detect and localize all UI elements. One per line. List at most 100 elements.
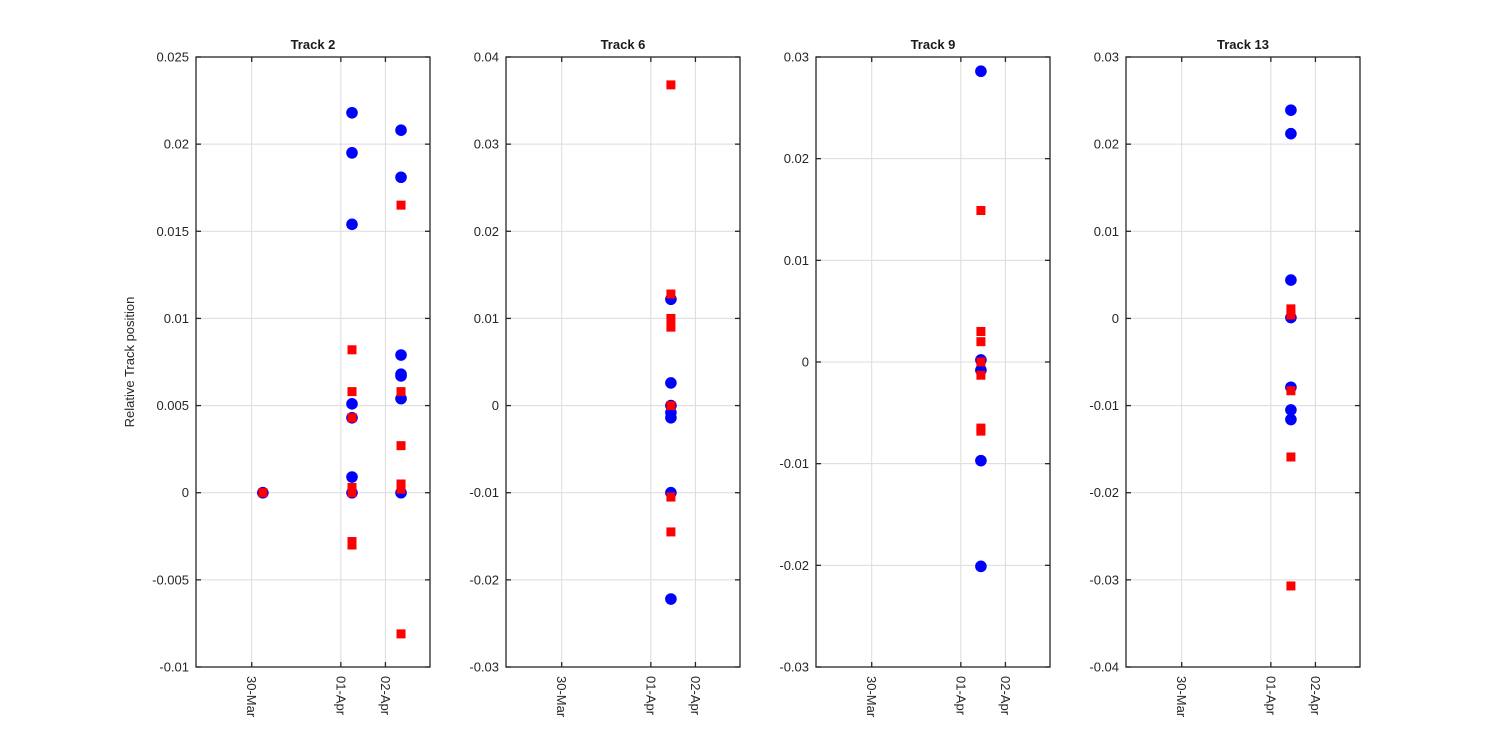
y-tick-label: -0.02 <box>1089 485 1119 500</box>
data-point-blue-circle <box>975 65 987 78</box>
data-point-red-square <box>666 401 676 411</box>
data-point-blue-circle <box>395 370 407 382</box>
data-point-red-square <box>976 337 986 347</box>
y-tick-label: 0.03 <box>474 137 499 152</box>
x-tick-label: 30-Mar <box>864 676 879 718</box>
y-tick-label: -0.01 <box>469 485 499 500</box>
y-tick-label: -0.03 <box>469 660 499 675</box>
axes-box <box>505 56 741 668</box>
data-point-blue-circle <box>1285 274 1297 286</box>
data-point-blue-circle <box>346 147 358 159</box>
subplot-4: -0.04 -0.03 -0.02 -0.01 0 0.01 0.02 0.03 30-Mar 0… <box>1089 37 1361 718</box>
y-tick-label: 0.03 <box>784 50 809 65</box>
subplot-title: Track 6 <box>601 37 646 52</box>
y-tick-label: 0 <box>802 355 809 370</box>
y-tick-label: 0.025 <box>156 50 189 65</box>
y-tick-label: 0.01 <box>474 311 499 326</box>
data-point-red-square <box>976 327 986 336</box>
subplot-2: -0.03 -0.02 -0.01 0 0.01 0.02 0.03 0.04 30-Mar 01… <box>469 37 741 718</box>
data-point-red-square <box>1286 581 1296 591</box>
x-tick-label: 01-Apr <box>333 676 348 716</box>
y-tick-label: -0.005 <box>152 572 189 587</box>
y-tick-label: 0.02 <box>164 137 189 152</box>
data-point-red-square <box>347 540 357 550</box>
data-point-red-square <box>258 488 268 498</box>
y-tick-label: 0.02 <box>784 151 809 166</box>
data-point-blue-circle <box>346 218 358 231</box>
data-point-red-square <box>347 413 357 423</box>
data-point-blue-circle <box>1285 127 1297 140</box>
subplot-3: -0.03 -0.02 -0.01 0 0.01 0.02 0.03 30-Mar 01-Apr… <box>779 37 1051 718</box>
axes-box <box>1125 56 1361 668</box>
data-point-red-square <box>347 488 357 498</box>
y-tick-label: 0 <box>182 485 189 500</box>
x-tick-label: 30-Mar <box>244 676 259 718</box>
y-tick-label: 0 <box>492 398 499 413</box>
x-tick-label: 30-Mar <box>554 676 569 718</box>
y-tick-label: 0.01 <box>164 311 189 326</box>
y-tick-label: -0.02 <box>779 558 809 573</box>
data-point-blue-circle <box>1285 404 1297 416</box>
y-tick-label: 0 <box>1112 311 1119 326</box>
subplot-title: Track 2 <box>291 37 336 52</box>
y-axis-label: Relative Track position <box>122 297 137 428</box>
x-tick-label: 02-Apr <box>998 676 1013 716</box>
x-tick-label: 01-Apr <box>643 676 658 716</box>
data-point-red-square <box>976 426 986 436</box>
data-point-red-square <box>976 206 986 216</box>
data-point-blue-circle <box>395 171 407 184</box>
data-point-blue-circle <box>1285 413 1297 426</box>
x-tick-label: 01-Apr <box>953 676 968 716</box>
data-point-red-square <box>396 200 406 210</box>
data-point-red-square <box>347 482 357 492</box>
data-point-red-square <box>396 441 406 451</box>
x-tick-label: 02-Apr <box>1308 676 1323 716</box>
data-point-red-square <box>396 387 406 397</box>
data-point-red-square <box>666 527 676 537</box>
data-point-blue-circle <box>346 398 358 410</box>
x-tick-label: 02-Apr <box>688 676 703 716</box>
data-point-red-square <box>1286 452 1296 462</box>
y-tick-label: 0.04 <box>474 50 499 65</box>
y-tick-label: -0.02 <box>469 572 499 587</box>
data-point-blue-circle <box>1285 104 1297 116</box>
data-point-blue-circle <box>975 560 987 573</box>
data-point-red-square <box>666 313 676 323</box>
data-point-red-square <box>396 484 406 494</box>
data-point-blue-circle <box>395 124 407 136</box>
data-point-red-square <box>976 370 986 380</box>
y-tick-label: -0.01 <box>1089 398 1119 413</box>
axes-box <box>195 56 431 668</box>
data-point-red-square <box>396 629 406 639</box>
y-tick-label: -0.03 <box>1089 572 1119 587</box>
data-point-red-square <box>1286 310 1296 320</box>
y-tick-label: -0.03 <box>779 660 809 675</box>
data-point-red-square <box>1286 386 1296 396</box>
data-point-blue-circle <box>975 454 987 467</box>
y-tick-label: 0.01 <box>1094 224 1119 239</box>
data-point-red-square <box>347 387 357 397</box>
y-tick-label: 0.02 <box>474 224 499 239</box>
data-point-red-square <box>347 345 357 355</box>
x-tick-label: 01-Apr <box>1263 676 1278 716</box>
data-point-red-square <box>666 322 676 332</box>
subplots-container: -0.01 -0.005 0 0.005 0.01 0.015 0.02 0.025 30-Ma… <box>152 37 1361 718</box>
subplot-1: -0.01 -0.005 0 0.005 0.01 0.015 0.02 0.025 30-Ma… <box>152 37 431 718</box>
data-point-red-square <box>976 357 986 367</box>
data-point-blue-circle <box>346 106 358 119</box>
data-point-blue-circle <box>346 471 358 483</box>
data-point-red-square <box>666 289 676 299</box>
x-tick-label: 02-Apr <box>378 676 393 716</box>
data-point-red-square <box>396 479 406 489</box>
data-point-blue-circle <box>395 349 407 361</box>
y-tick-label: 0.01 <box>784 253 809 268</box>
subplot-title: Track 13 <box>1217 37 1269 52</box>
y-tick-label: 0.005 <box>156 398 189 413</box>
y-tick-label: 0.015 <box>156 224 189 239</box>
data-point-blue-circle <box>665 411 677 424</box>
y-tick-label: -0.01 <box>159 660 189 675</box>
x-tick-label: 30-Mar <box>1174 676 1189 718</box>
subplot-title: Track 9 <box>911 37 956 52</box>
data-point-blue-circle <box>665 377 677 389</box>
